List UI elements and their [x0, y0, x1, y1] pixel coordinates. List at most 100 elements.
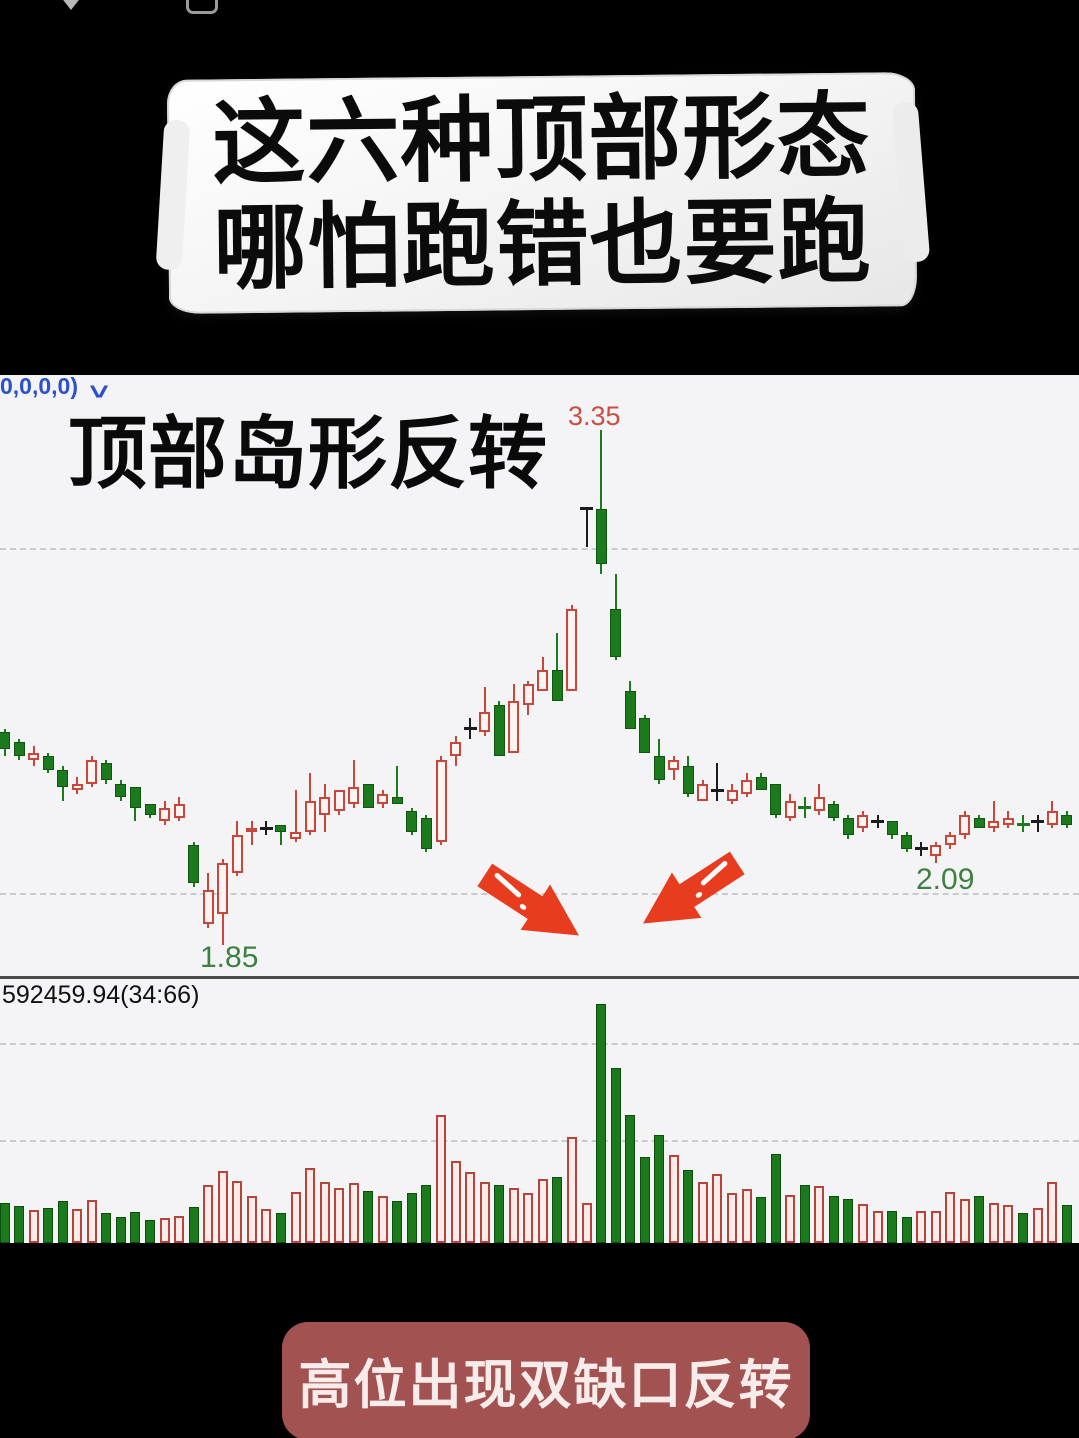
volume-bar: [828, 1196, 839, 1243]
candle-body-up: [246, 828, 258, 833]
volume-bar: [1003, 1205, 1014, 1243]
candle-wick: [585, 508, 588, 547]
candle-wick: [352, 759, 355, 808]
volume-bar: [377, 1196, 388, 1243]
candle-body-up: [435, 759, 447, 842]
volume-bar: [246, 1196, 257, 1243]
volume-bar: [756, 1197, 767, 1243]
cutoff-chevron-icon[interactable]: [60, 0, 82, 10]
candle-wick: [716, 763, 719, 801]
doji-bar: [914, 847, 928, 851]
candle-body-down: [973, 817, 985, 829]
volume-bar: [436, 1115, 446, 1243]
volume-bar: [101, 1213, 112, 1243]
volume-bar: [14, 1206, 25, 1243]
volume-bar: [319, 1182, 330, 1243]
title-line-1: 这六种顶部形态: [211, 84, 871, 196]
volume-bar: [232, 1181, 243, 1243]
chevron-down-icon[interactable]: ˅: [89, 379, 109, 406]
doji-bar: [798, 806, 812, 810]
candle-body-down: [624, 690, 636, 729]
candle-body-down: [595, 508, 607, 564]
candle-body-up: [988, 821, 1000, 829]
volume-bar: [479, 1182, 490, 1243]
volume-bar: [683, 1170, 694, 1243]
candle-body-up: [813, 797, 825, 812]
candle-body-down: [493, 704, 505, 757]
candle-body-down: [886, 821, 898, 836]
candle-body-up: [173, 804, 185, 818]
candle-body-up: [319, 797, 331, 815]
candle-body-up: [450, 742, 462, 757]
volume-bar: [334, 1188, 345, 1243]
volume-bar: [305, 1168, 316, 1243]
candle-body-up: [537, 670, 549, 691]
volume-bar: [392, 1201, 403, 1243]
candle-wick: [1022, 814, 1024, 832]
volume-bar: [450, 1161, 461, 1243]
candle-body-down: [755, 776, 767, 791]
volume-bar: [0, 1203, 10, 1243]
candle-body-up: [726, 790, 738, 801]
candle-body-down: [13, 742, 25, 757]
candle-body-down: [406, 811, 418, 832]
volume-bar: [115, 1217, 126, 1243]
footer-badge: 高位出现双缺口反转: [282, 1322, 810, 1438]
candle-body-up: [348, 787, 360, 805]
volume-bar: [552, 1177, 563, 1243]
candle-body-up: [231, 835, 243, 873]
doji-bar: [871, 819, 884, 823]
doji-bar: [580, 507, 593, 511]
cutoff-frame-icon[interactable]: [186, 0, 218, 14]
candle-body-up: [28, 752, 40, 760]
volume-bar: [523, 1193, 534, 1243]
volume-bar: [145, 1220, 155, 1243]
volume-bar: [785, 1195, 796, 1243]
top-black-band: 这六种顶部形态 哪怕跑错也要跑: [0, 0, 1079, 375]
volume-bar: [596, 1004, 607, 1243]
volume-bar: [668, 1155, 679, 1243]
doji-bar: [1031, 819, 1045, 823]
candle-wick: [992, 800, 995, 832]
volume-gridline-1: [0, 1043, 1079, 1045]
candle-body-down: [610, 608, 622, 657]
candle-body-up: [508, 701, 520, 753]
candle-body-down: [57, 769, 69, 788]
candle-wick: [600, 430, 603, 575]
candle-body-up: [217, 862, 229, 915]
volume-bar: [28, 1210, 39, 1243]
candle-body-up: [377, 793, 389, 805]
volume-bar: [508, 1188, 519, 1243]
candle-body-up: [566, 608, 578, 691]
candle-body-down: [551, 670, 563, 702]
candle-wick: [396, 766, 399, 805]
candle-body-up: [668, 759, 680, 770]
candle-body-down: [0, 732, 10, 750]
volume-bar: [974, 1196, 985, 1243]
candle-body-down: [42, 756, 54, 770]
volume-bar: [887, 1211, 898, 1243]
candle-body-up: [290, 831, 301, 839]
volume-bar: [639, 1157, 650, 1243]
volume-bar: [712, 1174, 723, 1243]
candle-wick: [250, 821, 253, 846]
candle-body-down: [770, 783, 782, 815]
volume-bar: [857, 1204, 868, 1243]
doji-bar: [259, 826, 273, 830]
volume-bar: [421, 1185, 432, 1243]
volume-bar: [290, 1192, 301, 1243]
candle-body-up: [959, 814, 971, 836]
candle-body-down: [188, 845, 200, 884]
candle-body-down: [362, 783, 374, 808]
volume-bar: [697, 1182, 708, 1243]
candle-body-up: [741, 780, 753, 794]
candle-body-up: [697, 783, 709, 801]
doji-bar: [463, 727, 477, 731]
candle-wick: [556, 632, 559, 702]
bottom-black-band: 高位出现双缺口反转: [0, 1243, 1079, 1438]
volume-bar: [537, 1179, 548, 1243]
volume-bar: [610, 1068, 621, 1243]
volume-bar: [465, 1172, 476, 1243]
candle-body-down: [828, 804, 840, 818]
volume-bar: [843, 1199, 854, 1243]
